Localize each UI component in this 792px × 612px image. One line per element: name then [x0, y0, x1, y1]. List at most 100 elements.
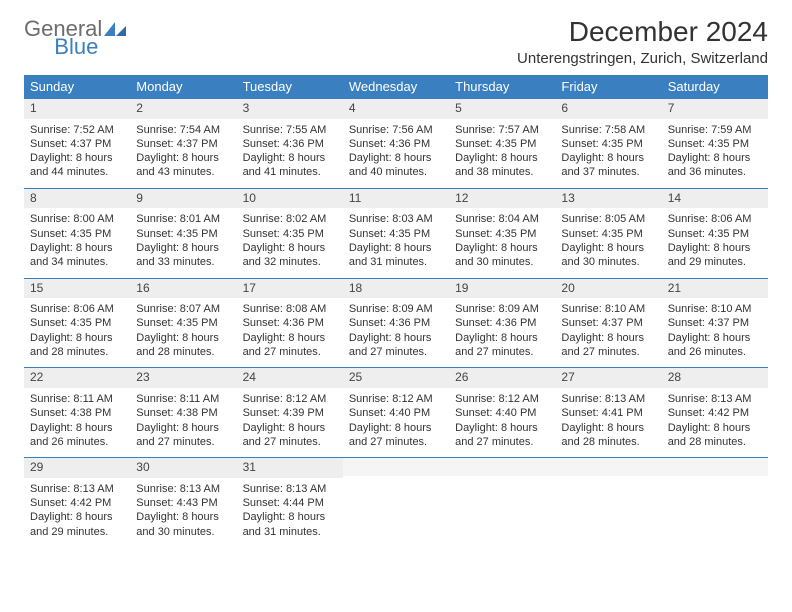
sunrise-value: 8:12 AM [392, 393, 432, 405]
sunrise-label: Sunrise: [561, 213, 601, 225]
day-body: Sunrise: 8:05 AMSunset: 4:35 PMDaylight:… [555, 208, 661, 277]
day-number: 30 [130, 458, 236, 478]
sunset-line: Sunset: 4:40 PM [349, 406, 443, 420]
sunset-label: Sunset: [349, 407, 386, 419]
weekday-header: Saturday [662, 75, 768, 99]
sunset-value: 4:43 PM [177, 497, 218, 509]
daylight-label: Daylight: [243, 422, 286, 434]
sunset-value: 4:42 PM [70, 497, 111, 509]
daylight-line: Daylight: 8 hours and 31 minutes. [349, 241, 443, 270]
sunset-line: Sunset: 4:42 PM [30, 496, 124, 510]
daylight-line: Daylight: 8 hours and 33 minutes. [136, 241, 230, 270]
day-number: 4 [343, 99, 449, 119]
sunrise-label: Sunrise: [455, 124, 495, 136]
sunrise-label: Sunrise: [136, 303, 176, 315]
sunrise-line: Sunrise: 8:09 AM [455, 302, 549, 316]
day-body: Sunrise: 8:13 AMSunset: 4:43 PMDaylight:… [130, 478, 236, 547]
calendar-week-row: 8Sunrise: 8:00 AMSunset: 4:35 PMDaylight… [24, 188, 768, 278]
calendar-empty-cell [662, 458, 768, 547]
sunrise-label: Sunrise: [349, 124, 389, 136]
sunset-line: Sunset: 4:35 PM [561, 227, 655, 241]
sunset-value: 4:36 PM [283, 138, 324, 150]
daylight-line: Daylight: 8 hours and 27 minutes. [243, 331, 337, 360]
calendar-empty-cell [343, 458, 449, 547]
sunset-line: Sunset: 4:36 PM [349, 316, 443, 330]
day-body: Sunrise: 8:09 AMSunset: 4:36 PMDaylight:… [449, 298, 555, 367]
calendar-week-row: 22Sunrise: 8:11 AMSunset: 4:38 PMDayligh… [24, 368, 768, 458]
sunrise-line: Sunrise: 8:13 AM [136, 482, 230, 496]
sunset-line: Sunset: 4:38 PM [136, 406, 230, 420]
calendar-day-cell: 25Sunrise: 8:12 AMSunset: 4:40 PMDayligh… [343, 368, 449, 458]
sunset-label: Sunset: [243, 138, 280, 150]
calendar-day-cell: 6Sunrise: 7:58 AMSunset: 4:35 PMDaylight… [555, 99, 661, 189]
header: General Blue December 2024 Unterengstrin… [24, 16, 768, 67]
sunset-value: 4:35 PM [389, 228, 430, 240]
calendar-week-row: 29Sunrise: 8:13 AMSunset: 4:42 PMDayligh… [24, 458, 768, 547]
calendar-day-cell: 30Sunrise: 8:13 AMSunset: 4:43 PMDayligh… [130, 458, 236, 547]
day-number [555, 458, 661, 476]
sunrise-value: 8:03 AM [392, 213, 432, 225]
sunset-label: Sunset: [243, 407, 280, 419]
daylight-label: Daylight: [30, 152, 73, 164]
daylight-line: Daylight: 8 hours and 43 minutes. [136, 151, 230, 180]
sunrise-label: Sunrise: [668, 393, 708, 405]
day-body: Sunrise: 7:59 AMSunset: 4:35 PMDaylight:… [662, 119, 768, 188]
sunset-value: 4:35 PM [602, 228, 643, 240]
sunrise-line: Sunrise: 8:11 AM [136, 392, 230, 406]
sunset-label: Sunset: [668, 138, 705, 150]
sunset-label: Sunset: [30, 138, 67, 150]
sunset-label: Sunset: [243, 497, 280, 509]
daylight-label: Daylight: [561, 332, 604, 344]
calendar-day-cell: 18Sunrise: 8:09 AMSunset: 4:36 PMDayligh… [343, 278, 449, 368]
day-body: Sunrise: 8:08 AMSunset: 4:36 PMDaylight:… [237, 298, 343, 367]
sunset-line: Sunset: 4:35 PM [30, 227, 124, 241]
sunrise-line: Sunrise: 7:52 AM [30, 123, 124, 137]
sunrise-line: Sunrise: 8:13 AM [561, 392, 655, 406]
sunset-line: Sunset: 4:42 PM [668, 406, 762, 420]
daylight-label: Daylight: [243, 152, 286, 164]
day-number: 18 [343, 279, 449, 299]
day-number: 27 [555, 368, 661, 388]
day-number: 28 [662, 368, 768, 388]
day-body: Sunrise: 7:55 AMSunset: 4:36 PMDaylight:… [237, 119, 343, 188]
sunrise-value: 8:02 AM [286, 213, 326, 225]
sunrise-line: Sunrise: 8:12 AM [455, 392, 549, 406]
day-body: Sunrise: 8:12 AMSunset: 4:40 PMDaylight:… [449, 388, 555, 457]
day-number: 16 [130, 279, 236, 299]
sunset-line: Sunset: 4:35 PM [455, 227, 549, 241]
sunrise-line: Sunrise: 7:59 AM [668, 123, 762, 137]
sunrise-label: Sunrise: [243, 124, 283, 136]
sunset-line: Sunset: 4:43 PM [136, 496, 230, 510]
daylight-line: Daylight: 8 hours and 27 minutes. [243, 421, 337, 450]
weekday-header-row: SundayMondayTuesdayWednesdayThursdayFrid… [24, 75, 768, 99]
calendar-empty-cell [449, 458, 555, 547]
sunset-label: Sunset: [349, 228, 386, 240]
sunset-label: Sunset: [136, 407, 173, 419]
daylight-line: Daylight: 8 hours and 44 minutes. [30, 151, 124, 180]
sunrise-label: Sunrise: [455, 303, 495, 315]
sunrise-label: Sunrise: [136, 213, 176, 225]
sunset-line: Sunset: 4:35 PM [349, 227, 443, 241]
sunset-label: Sunset: [30, 407, 67, 419]
sunrise-line: Sunrise: 8:03 AM [349, 212, 443, 226]
sunset-value: 4:41 PM [602, 407, 643, 419]
sunset-value: 4:44 PM [283, 497, 324, 509]
sunrise-line: Sunrise: 8:05 AM [561, 212, 655, 226]
sunrise-label: Sunrise: [349, 303, 389, 315]
day-body: Sunrise: 8:02 AMSunset: 4:35 PMDaylight:… [237, 208, 343, 277]
day-body: Sunrise: 8:04 AMSunset: 4:35 PMDaylight:… [449, 208, 555, 277]
sunset-value: 4:35 PM [283, 228, 324, 240]
sunset-value: 4:35 PM [177, 228, 218, 240]
sunset-value: 4:37 PM [177, 138, 218, 150]
sunrise-value: 7:59 AM [711, 124, 751, 136]
month-title: December 2024 [517, 16, 768, 48]
sunset-value: 4:37 PM [602, 317, 643, 329]
calendar-day-cell: 31Sunrise: 8:13 AMSunset: 4:44 PMDayligh… [237, 458, 343, 547]
calendar-week-row: 1Sunrise: 7:52 AMSunset: 4:37 PMDaylight… [24, 99, 768, 189]
sunrise-label: Sunrise: [243, 483, 283, 495]
sunrise-label: Sunrise: [30, 213, 70, 225]
sunset-value: 4:36 PM [283, 317, 324, 329]
sunset-value: 4:42 PM [708, 407, 749, 419]
sunrise-value: 8:10 AM [605, 303, 645, 315]
sunrise-value: 8:06 AM [711, 213, 751, 225]
